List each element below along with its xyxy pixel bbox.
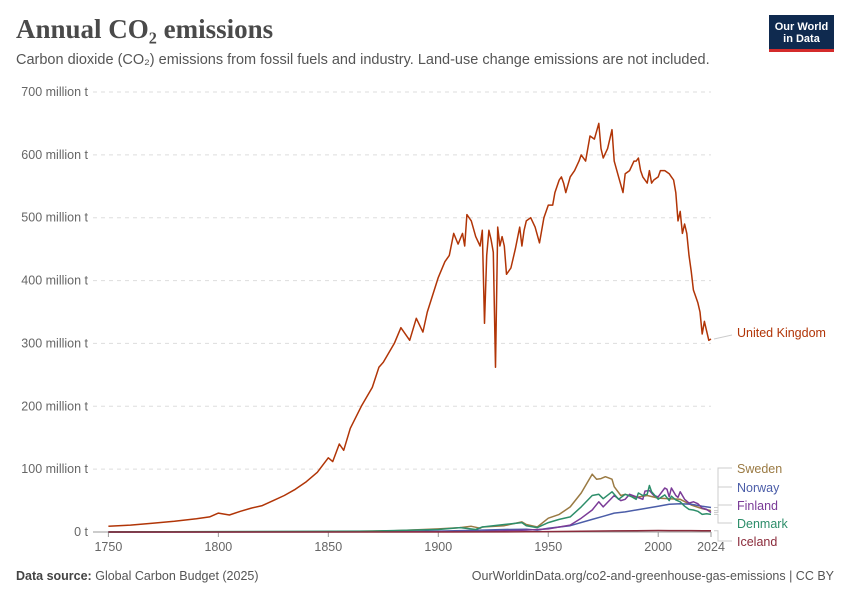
label-connector-finland [714, 504, 732, 513]
label-connector-iceland [714, 530, 732, 542]
label-connector-united-kingdom [713, 334, 733, 340]
data-source-value[interactable]: Global Carbon Budget (2025) [95, 569, 259, 583]
y-tick-label: 700 million t [21, 85, 88, 99]
y-tick-label: 300 million t [21, 336, 88, 350]
series-label-norway[interactable]: Norway [737, 481, 780, 495]
series-line-iceland[interactable] [108, 529, 711, 533]
x-axis-ticks: 1750 1800 1850 1900 1950 2000 2024 [94, 532, 725, 554]
owid-logo[interactable]: Our World in Data [769, 15, 834, 52]
series-label-iceland[interactable]: Iceland [737, 535, 777, 549]
y-tick-label: 0 t [74, 525, 88, 539]
series-line-norway[interactable] [108, 502, 712, 533]
series-label-sweden[interactable]: Sweden [737, 462, 782, 476]
logo-line-1: Our World [774, 21, 829, 33]
x-tick-label: 1750 [94, 540, 122, 554]
x-tick-label: 2000 [644, 540, 672, 554]
y-tick-label: 600 million t [21, 148, 88, 162]
series-line-denmark[interactable] [108, 484, 712, 533]
label-connector-denmark [714, 513, 732, 524]
x-tick-label: 1900 [424, 540, 452, 554]
y-tick-label: 200 million t [21, 399, 88, 413]
series-label-denmark[interactable]: Denmark [737, 517, 788, 531]
data-source-label: Data source: [16, 569, 92, 583]
gridlines [93, 91, 711, 533]
series-label-finland[interactable]: Finland [737, 499, 778, 513]
series-line-sweden[interactable] [108, 473, 712, 533]
x-tick-label: 2024 [697, 540, 725, 554]
label-connector-sweden [714, 467, 732, 512]
series-labels[interactable]: United Kingdom Sweden Norway Finland Denmark… [713, 326, 826, 549]
chart-title: Annual CO₂ emissions [16, 14, 274, 44]
x-tick-label: 1850 [314, 540, 342, 554]
source-url[interactable]: OurWorldinData.org/co2-and-greenhouse-ga… [471, 569, 834, 583]
y-tick-label: 500 million t [21, 211, 88, 225]
label-connector-norway [714, 486, 732, 508]
series-line-united-kingdom[interactable] [108, 122, 712, 528]
x-tick-label: 1800 [204, 540, 232, 554]
chart-subtitle: Carbon dioxide (CO₂) emissions from foss… [16, 52, 710, 68]
x-tick-label: 1950 [534, 540, 562, 554]
data-source: Data source: Global Carbon Budget (2025) [16, 569, 259, 583]
y-axis-ticks: 0 t 100 million t 200 million t 300 million… [21, 85, 88, 539]
y-tick-label: 100 million t [21, 462, 88, 476]
series-lines [108, 122, 712, 533]
logo-line-2: in Data [783, 33, 820, 45]
series-line-finland[interactable] [108, 487, 712, 533]
series-label-united-kingdom[interactable]: United Kingdom [737, 326, 826, 340]
y-tick-label: 400 million t [21, 274, 88, 288]
